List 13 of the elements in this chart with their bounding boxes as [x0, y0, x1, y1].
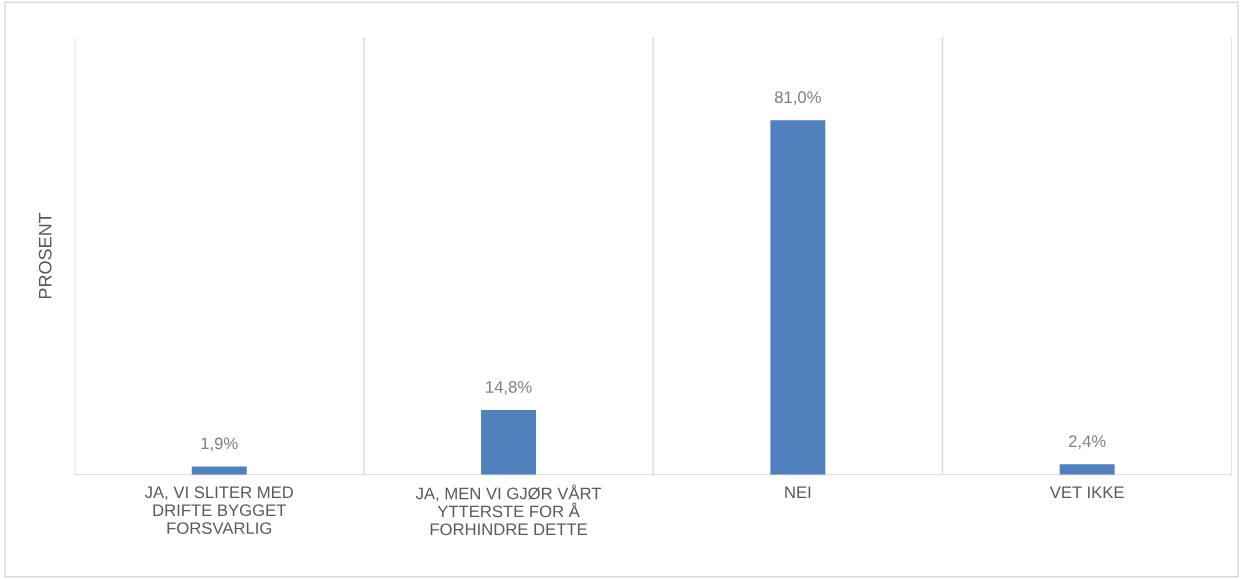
- bar: [1059, 464, 1115, 475]
- x-tick-label: JA, VI SLITER MED DRIFTE BYGGET FORSVARLIG: [144, 486, 293, 535]
- data-label: 1,9%: [201, 437, 238, 452]
- data-label: 81,0%: [774, 91, 821, 106]
- x-tick-label: VET IKKE: [1049, 486, 1124, 498]
- bar: [481, 410, 537, 475]
- bar: [770, 120, 826, 475]
- data-label: 2,4%: [1069, 435, 1106, 450]
- x-tick-label: NEI: [785, 486, 811, 498]
- y-axis-title: PROSENT: [38, 212, 52, 299]
- data-label: 14,8%: [486, 381, 532, 395]
- x-tick-label: JA, MEN VI GJØR VÅRT YTTERSTE FOR Å FORHINDRE DETTE: [415, 484, 602, 536]
- bar: [191, 466, 247, 475]
